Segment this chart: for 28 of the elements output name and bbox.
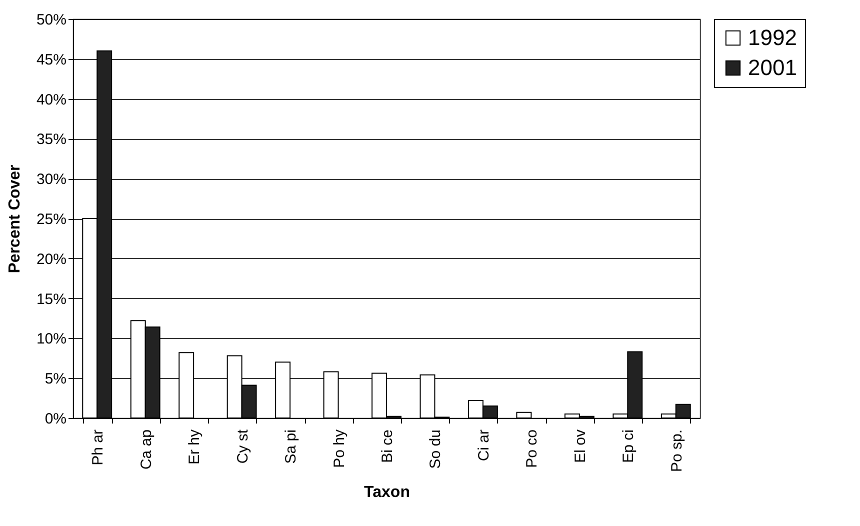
y-tick-label: 45% <box>36 51 66 68</box>
legend-label: 1992 <box>748 25 797 50</box>
x-tick-label: Er hy <box>186 429 204 465</box>
y-tick-label: 30% <box>36 171 66 188</box>
y-tick-label: 10% <box>36 330 66 348</box>
x-tick-label: Cy st <box>234 428 252 464</box>
y-tick-label: 20% <box>36 250 66 268</box>
y-tick-label: 0% <box>44 410 66 428</box>
y-tick-label: 35% <box>36 131 66 148</box>
x-tick-label: Ep ci <box>620 430 638 463</box>
x-tick-label: Po co <box>524 430 541 468</box>
y-tick-label: 25% <box>36 211 66 228</box>
x-tick-label: Ph ar <box>90 430 107 466</box>
x-tick-label: So du <box>427 430 444 469</box>
x-tick-label: Po sp. <box>668 430 686 472</box>
x-tick-label: El ov <box>572 429 589 463</box>
x-tick-label: Ci ar <box>475 429 492 462</box>
x-tick-label: Sa pi <box>282 430 300 464</box>
y-tick-label: 5% <box>44 370 66 388</box>
x-tick-label: Bi ce <box>379 430 396 463</box>
x-axis-title: Taxon <box>364 484 410 502</box>
y-axis-title: Percent Cover <box>6 164 24 274</box>
x-tick-label: Ca ap <box>138 430 155 470</box>
y-tick-label: 40% <box>36 91 66 108</box>
legend-label: 2001 <box>748 55 797 80</box>
x-tick-label: Po hy <box>330 429 348 468</box>
y-tick-label: 50% <box>36 12 66 28</box>
y-tick-label: 15% <box>36 290 66 308</box>
